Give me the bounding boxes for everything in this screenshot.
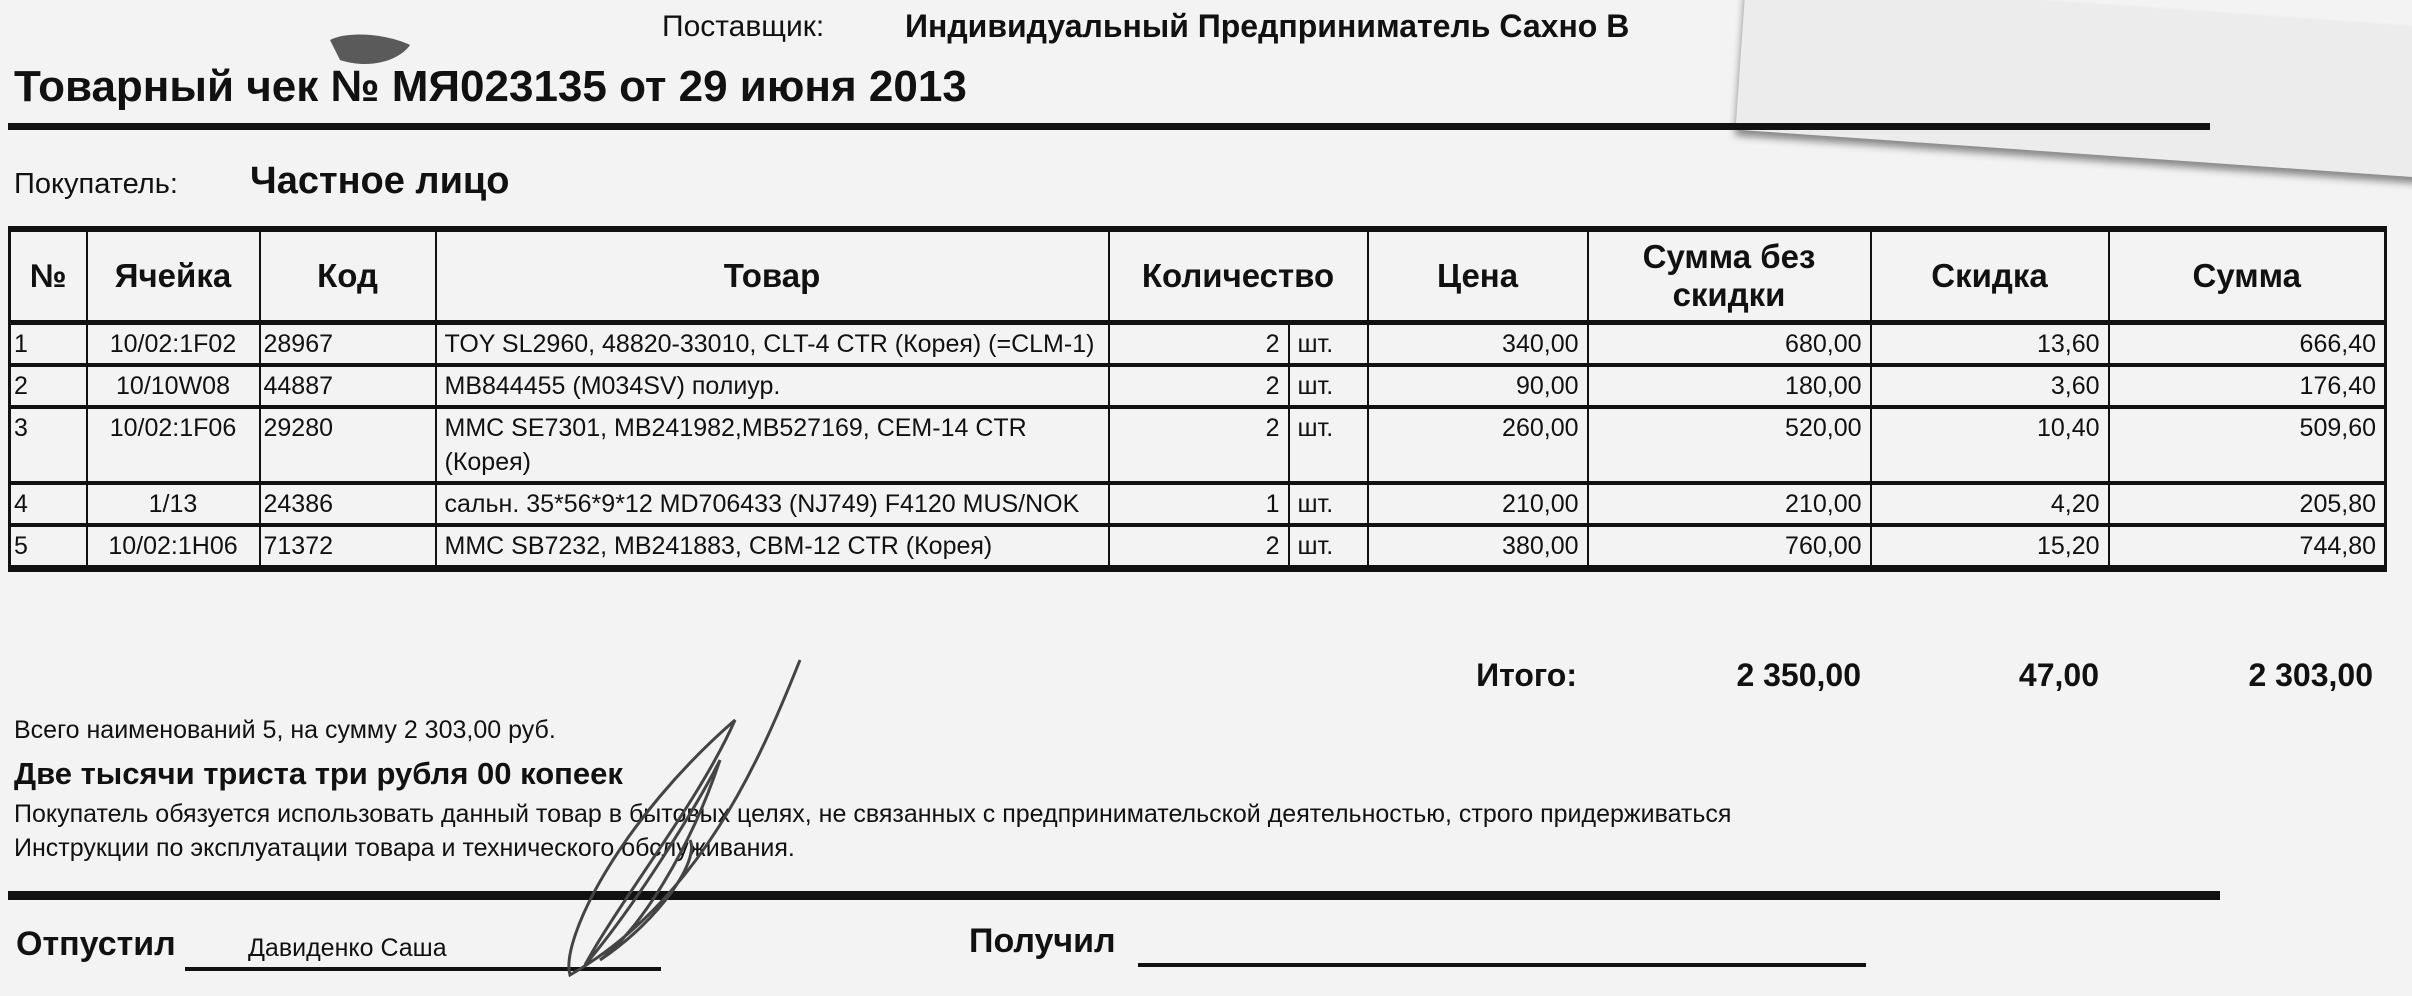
cell-n: 2 bbox=[8, 364, 88, 409]
cell-sum: 666,40 bbox=[2107, 321, 2387, 367]
cell-discount: 3,60 bbox=[1869, 364, 2110, 409]
cell-unit: шт. bbox=[1287, 406, 1369, 485]
cell-unit: шт. bbox=[1287, 364, 1369, 409]
cell-price: 380,00 bbox=[1366, 524, 1589, 571]
divider bbox=[8, 891, 2220, 900]
table-header: № Ячейка Код Товар Количество Цена Сумма… bbox=[8, 228, 2387, 325]
cell-n: 4 bbox=[8, 482, 88, 527]
cell-price: 260,00 bbox=[1366, 406, 1589, 485]
cell-qty: 2 bbox=[1107, 321, 1290, 367]
cell-price: 340,00 bbox=[1366, 321, 1589, 367]
cell-unit: шт. bbox=[1287, 321, 1369, 367]
cell-code: 44887 bbox=[258, 364, 437, 409]
supplier-label: Поставщик: bbox=[662, 10, 825, 43]
cell-cell: 10/02:1F06 bbox=[85, 406, 261, 485]
cell-qty: 1 bbox=[1107, 482, 1290, 527]
col-number: № bbox=[8, 228, 88, 325]
cell-sum-no-discount: 210,00 bbox=[1586, 482, 1872, 527]
cell-sum: 205,80 bbox=[2107, 482, 2387, 527]
cell-sum-no-discount: 680,00 bbox=[1586, 321, 1872, 367]
cell-sum-no-discount: 180,00 bbox=[1586, 364, 1872, 409]
cell-qty: 2 bbox=[1107, 364, 1290, 409]
cell-n: 5 bbox=[8, 524, 88, 571]
cell-qty: 2 bbox=[1107, 406, 1290, 485]
col-item: Товар bbox=[434, 228, 1110, 325]
cell-item: сальн. 35*56*9*12 MD706433 (NJ749) F4120… bbox=[434, 482, 1110, 527]
cell-code: 28967 bbox=[258, 321, 437, 367]
ink-blot bbox=[330, 34, 410, 65]
col-cell: Ячейка bbox=[85, 228, 261, 325]
table-row: 4 1/13 24386 сальн. 35*56*9*12 MD706433 (NJ… bbox=[8, 482, 2387, 527]
cell-item: MB844455 (M034SV) полиур. bbox=[434, 364, 1110, 409]
table-row: 5 10/02:1H06 71372 MMC SB7232, MB241883, CB… bbox=[8, 524, 2387, 571]
cell-discount: 13,60 bbox=[1869, 321, 2110, 367]
col-code: Код bbox=[258, 228, 437, 325]
cell-item: MMC SB7232, MB241883, CBM-12 CTR (Корея) bbox=[434, 524, 1110, 571]
received-by-label: Получил bbox=[969, 922, 1116, 960]
released-by-name: Давиденко Саша bbox=[248, 934, 447, 962]
supplier-value: Индивидуальный Предприниматель Сахно В bbox=[905, 8, 1630, 44]
col-price: Цена bbox=[1366, 228, 1589, 325]
cell-item: TOY SL2960, 48820-33010, CLT-4 CTR (Коре… bbox=[434, 321, 1110, 367]
cell-code: 29280 bbox=[258, 406, 437, 485]
cell-price: 210,00 bbox=[1366, 482, 1589, 527]
col-discount: Скидка bbox=[1869, 228, 2110, 325]
total-discount: 47,00 bbox=[2018, 657, 2099, 693]
items-table: № Ячейка Код Товар Количество Цена Сумма… bbox=[8, 226, 2388, 572]
cell-sum: 744,80 bbox=[2107, 524, 2387, 571]
total-sum: 2 303,00 bbox=[2248, 657, 2373, 693]
cell-code: 24386 bbox=[258, 482, 437, 527]
cell-sum: 509,60 bbox=[2107, 406, 2387, 485]
cell-cell: 10/02:1H06 bbox=[85, 524, 261, 571]
released-signature-line bbox=[185, 967, 661, 971]
buyer-obligation-line1: Покупатель обязуется использовать данный… bbox=[14, 800, 1732, 828]
cell-n: 1 bbox=[8, 321, 88, 367]
cell-cell: 10/02:1F02 bbox=[85, 321, 261, 367]
received-signature-line bbox=[1138, 963, 1866, 967]
buyer-value: Частное лицо bbox=[250, 160, 510, 202]
receipt-title: Товарный чек № МЯ023135 от 29 июня 2013 bbox=[14, 62, 967, 111]
col-sum-no-discount: Сумма без скидки bbox=[1586, 228, 1872, 325]
cell-sum: 176,40 bbox=[2107, 364, 2387, 409]
cell-price: 90,00 bbox=[1366, 364, 1589, 409]
cell-qty: 2 bbox=[1107, 524, 1290, 571]
divider bbox=[8, 123, 2210, 130]
amount-in-words: Две тысячи триста три рубля 00 копеек bbox=[14, 756, 623, 791]
items-summary: Всего наименований 5, на сумму 2 303,00 … bbox=[14, 716, 556, 744]
table-row: 3 10/02:1F06 29280 MMC SE7301, MB241982,MB5… bbox=[8, 406, 2387, 485]
col-sum: Сумма bbox=[2107, 228, 2387, 325]
cell-cell: 1/13 bbox=[85, 482, 261, 527]
cell-sum-no-discount: 520,00 bbox=[1586, 406, 1872, 485]
released-by-label: Отпустил bbox=[16, 925, 176, 963]
cell-n: 3 bbox=[8, 406, 88, 485]
cell-discount: 15,20 bbox=[1869, 524, 2110, 571]
cell-item: MMC SE7301, MB241982,MB527169, CEM-14 CT… bbox=[434, 406, 1110, 485]
cell-cell: 10/10W08 bbox=[85, 364, 261, 409]
cell-sum-no-discount: 760,00 bbox=[1586, 524, 1872, 571]
cell-discount: 4,20 bbox=[1869, 482, 2110, 527]
buyer-label: Покупатель: bbox=[14, 168, 178, 200]
table-row: 1 10/02:1F02 28967 TOY SL2960, 48820-33010,… bbox=[8, 321, 2387, 367]
cell-unit: шт. bbox=[1287, 482, 1369, 527]
col-quantity: Количество bbox=[1107, 228, 1369, 325]
cell-unit: шт. bbox=[1287, 524, 1369, 571]
totals-label: Итого: bbox=[1476, 657, 1577, 693]
total-sum-no-discount: 2 350,00 bbox=[1736, 657, 1861, 693]
cell-discount: 10,40 bbox=[1869, 406, 2110, 485]
table-row: 2 10/10W08 44887 MB844455 (M034SV) полиур. 2… bbox=[8, 364, 2387, 409]
cell-code: 71372 bbox=[258, 524, 437, 571]
